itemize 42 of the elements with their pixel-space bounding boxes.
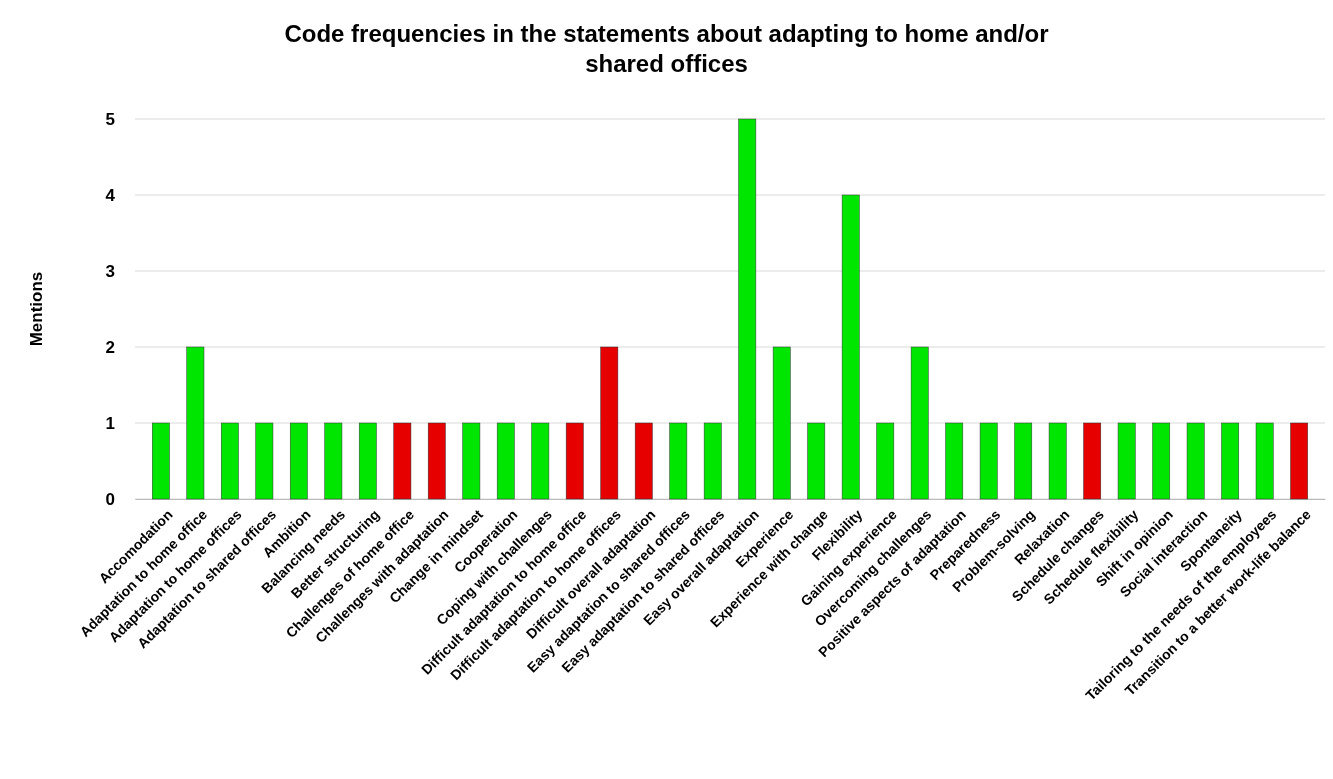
y-tick-label: 3 — [105, 261, 115, 281]
bar — [841, 194, 860, 500]
bar — [186, 346, 205, 500]
bar — [393, 422, 412, 500]
bar — [1083, 422, 1102, 500]
bar — [669, 422, 688, 500]
bar — [255, 422, 274, 500]
bar — [152, 422, 170, 500]
y-tick-label: 1 — [105, 413, 115, 433]
bar — [772, 346, 791, 500]
bar — [289, 422, 308, 500]
bar — [634, 422, 653, 500]
bar — [703, 422, 722, 500]
bar — [600, 346, 619, 500]
y-tick-label: 5 — [105, 109, 115, 129]
bar — [979, 422, 998, 500]
bar — [1117, 422, 1136, 500]
bar — [358, 422, 377, 500]
bar — [427, 422, 446, 500]
bar — [910, 346, 929, 500]
bar — [531, 422, 550, 500]
bar — [1014, 422, 1033, 500]
y-tick-label: 4 — [105, 185, 116, 205]
bar — [1221, 422, 1240, 500]
bar — [565, 422, 584, 500]
bar — [876, 422, 895, 500]
bar — [807, 422, 826, 500]
bar — [496, 422, 515, 500]
bar — [462, 422, 481, 500]
y-tick-label: 0 — [105, 489, 115, 509]
y-tick-label: 2 — [105, 337, 115, 357]
bar — [1290, 422, 1309, 500]
bar — [324, 422, 343, 500]
bar — [1152, 422, 1171, 500]
y-axis-title: Mentions — [27, 271, 46, 347]
bar — [1255, 422, 1274, 500]
bar — [738, 118, 757, 500]
bar — [1186, 422, 1205, 500]
bar — [945, 422, 964, 500]
bar — [1048, 422, 1067, 500]
chart-title: Code frequencies in the statements about adapting to home and/or shared offices — [284, 20, 1049, 77]
bar — [220, 422, 239, 500]
